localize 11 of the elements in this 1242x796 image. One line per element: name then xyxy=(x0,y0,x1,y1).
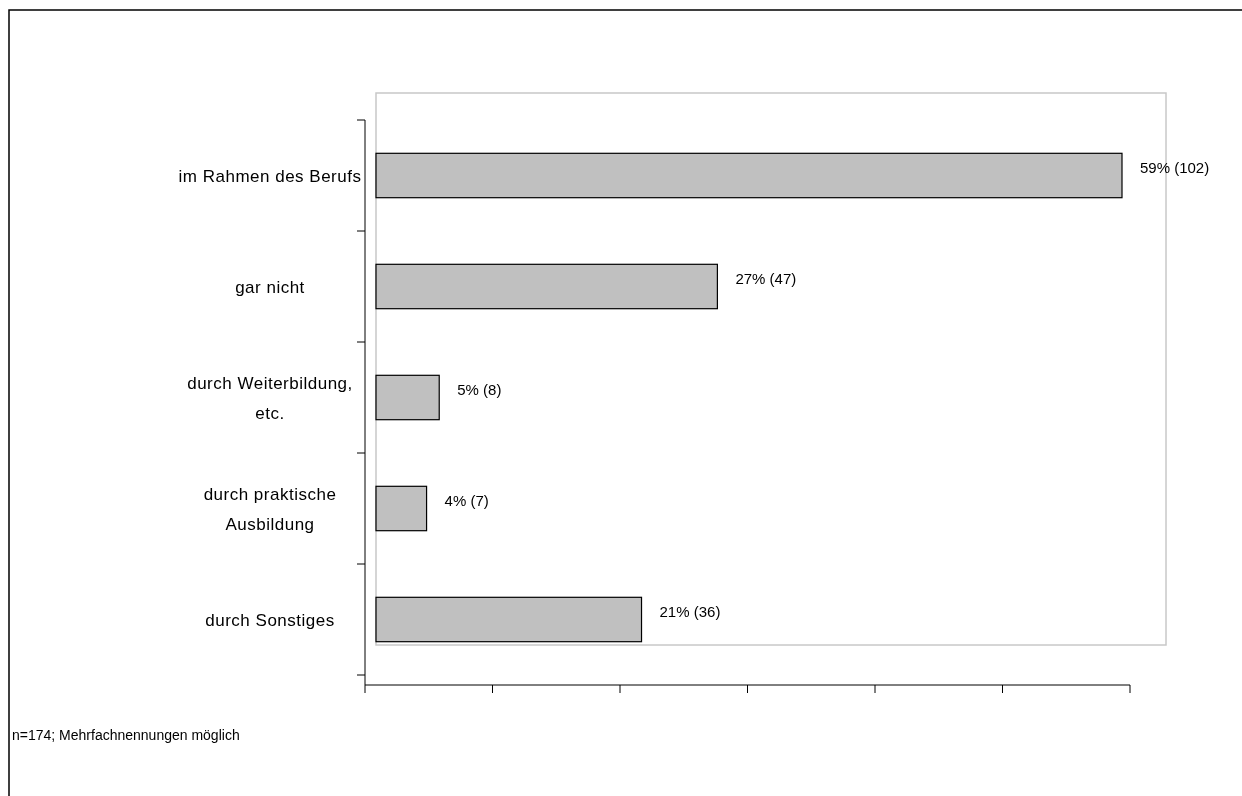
data-label: 21% (36) xyxy=(659,603,721,621)
y-tick-label: gar nicht xyxy=(235,277,305,297)
data-label: 27% (47) xyxy=(735,270,797,288)
data-label: 4% (7) xyxy=(444,492,489,510)
data-label: 59% (102) xyxy=(1140,159,1210,177)
y-tick-label: durch Sonstiges xyxy=(205,610,335,630)
text: n=174; Mehrfachnennungen möglich xyxy=(12,727,240,743)
y-tick-label: durch praktische Ausbildung xyxy=(203,484,337,534)
data-label: 5% (8) xyxy=(457,381,502,399)
y-tick-label: durch Weiterbildung, etc. xyxy=(187,373,353,423)
y-tick-label: im Rahmen des Berufs xyxy=(178,166,362,186)
